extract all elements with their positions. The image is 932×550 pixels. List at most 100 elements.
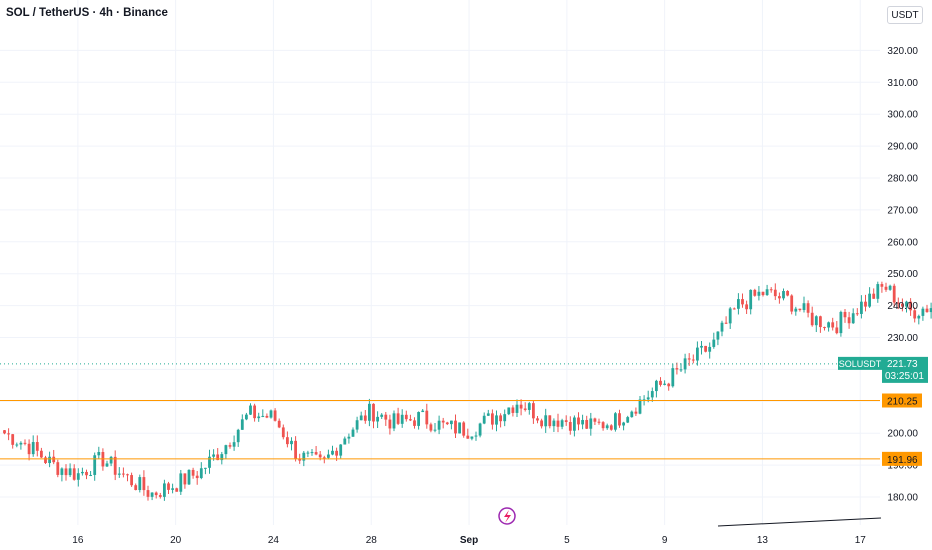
candle — [15, 442, 19, 448]
candle — [437, 415, 441, 435]
level-price-tag: 210.25 — [882, 393, 922, 408]
y-tick-label: 290.00 — [887, 142, 918, 153]
candle — [441, 417, 445, 429]
candle-body — [925, 308, 929, 313]
candle-body — [864, 301, 867, 307]
candle-body — [31, 442, 35, 455]
candle — [208, 449, 211, 474]
candle-body — [786, 291, 789, 296]
candle — [31, 435, 35, 457]
candle-body — [64, 468, 68, 476]
candle — [470, 436, 474, 441]
candle — [183, 473, 187, 489]
candle — [351, 427, 355, 437]
candle-body — [724, 322, 728, 324]
candle — [802, 296, 806, 313]
candle-body — [896, 302, 900, 304]
candle — [130, 472, 133, 487]
candle — [314, 446, 318, 456]
candle — [884, 282, 888, 292]
candle-body — [19, 442, 23, 445]
candle-body — [478, 423, 482, 436]
candle — [249, 403, 252, 416]
candle-body — [544, 415, 548, 427]
candle-body — [601, 422, 605, 429]
candle — [478, 422, 482, 438]
candle-body — [363, 415, 367, 421]
candle — [220, 451, 224, 465]
candle — [327, 449, 330, 460]
candle — [142, 470, 146, 496]
candle — [11, 433, 15, 449]
candle-body — [380, 414, 384, 417]
candle-body — [327, 454, 330, 458]
candle-body — [659, 380, 662, 385]
candle-body — [261, 415, 265, 417]
candle-body — [23, 442, 27, 444]
candle — [819, 315, 822, 333]
candle — [860, 295, 863, 319]
candle-body — [581, 419, 584, 425]
candle — [491, 409, 494, 430]
candle-body — [753, 289, 757, 296]
candle — [404, 410, 408, 422]
candle-body — [409, 419, 412, 421]
candle-body — [163, 483, 166, 497]
candle-body — [782, 291, 785, 299]
candle-body — [60, 468, 64, 475]
candle-body — [310, 452, 314, 454]
candle — [896, 297, 900, 310]
candle-body — [195, 475, 199, 479]
candle — [622, 421, 625, 431]
candle-body — [72, 468, 76, 480]
candle — [835, 321, 839, 335]
candle — [81, 467, 84, 476]
candle — [40, 447, 43, 459]
candle-body — [675, 368, 679, 370]
candle-body — [536, 418, 539, 421]
candle-body — [704, 345, 707, 352]
last-price-value: 221.73 — [887, 359, 918, 370]
candle — [757, 286, 761, 301]
candle — [794, 306, 798, 316]
candle-body — [802, 303, 806, 311]
candle — [179, 469, 183, 495]
candle — [76, 468, 80, 487]
currency-button[interactable]: USDT — [887, 6, 923, 24]
candle — [466, 428, 470, 439]
candle-body — [253, 405, 256, 419]
candle — [675, 362, 679, 375]
candle-body — [835, 327, 839, 334]
candle — [380, 413, 384, 419]
candle-body — [860, 301, 863, 314]
candle-body — [593, 418, 597, 422]
candle — [269, 409, 273, 419]
candle-body — [257, 416, 261, 419]
candle — [540, 418, 543, 429]
candle-body — [146, 490, 150, 497]
candle-body — [851, 313, 855, 324]
candle — [44, 455, 47, 464]
candle — [117, 467, 121, 478]
candle-body — [48, 456, 51, 464]
candle — [548, 415, 552, 429]
candle — [290, 437, 293, 451]
candle-body — [929, 308, 932, 313]
candle — [56, 459, 60, 478]
y-tick-label: 240.00 — [887, 301, 918, 312]
candle — [27, 439, 31, 461]
candle-body — [794, 308, 798, 312]
candle-body — [798, 308, 802, 311]
candle — [593, 417, 597, 426]
candle — [68, 463, 72, 478]
candle — [536, 415, 539, 424]
y-tick-label: 180.00 — [887, 493, 918, 504]
y-tick-label: 300.00 — [887, 110, 918, 121]
candle — [392, 410, 396, 432]
candle-body — [507, 407, 511, 415]
candle-body — [876, 284, 880, 299]
candle-body — [359, 415, 363, 421]
